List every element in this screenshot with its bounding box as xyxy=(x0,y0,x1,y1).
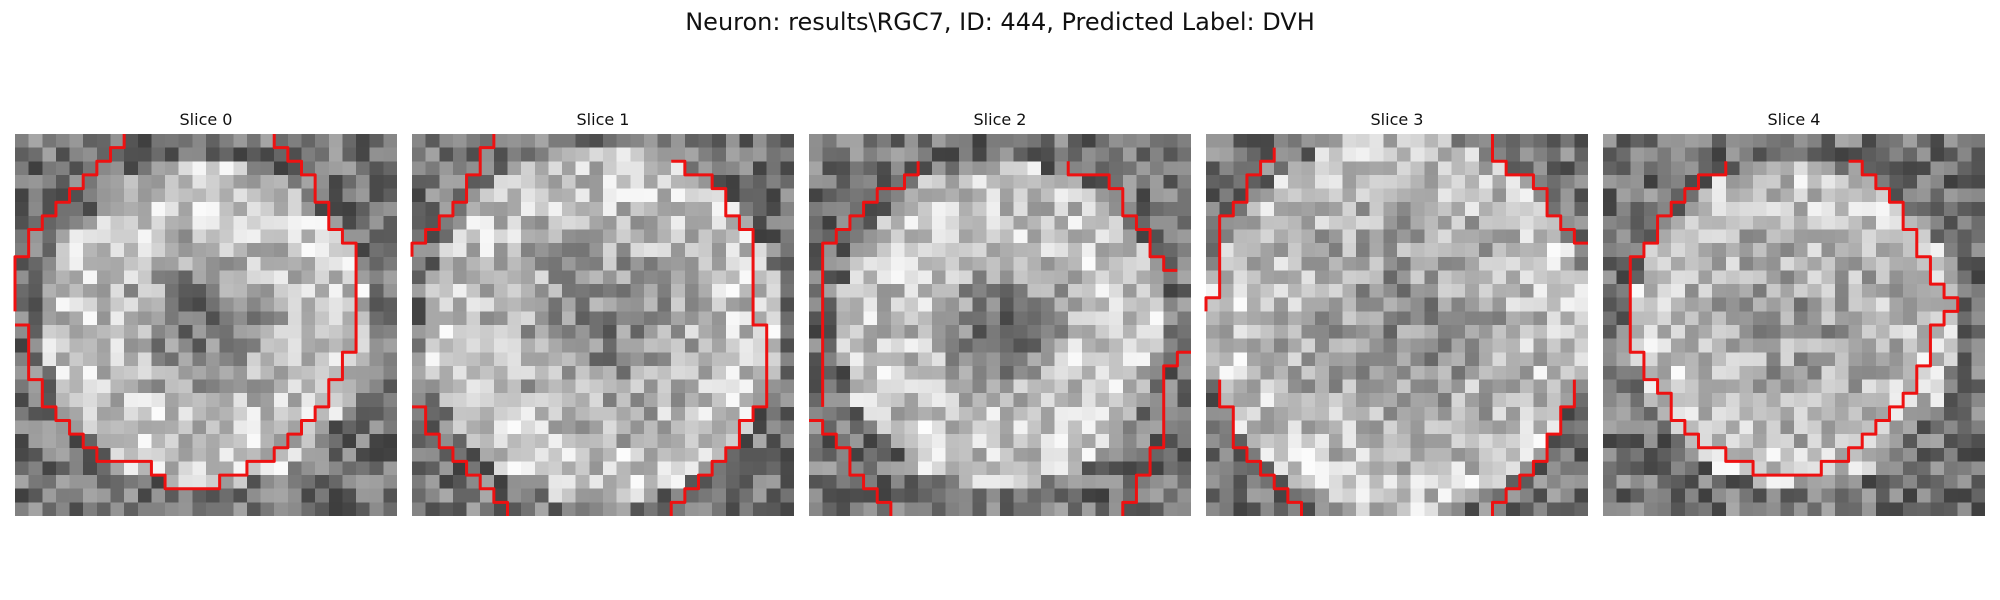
contour-overlay xyxy=(412,134,794,516)
slice-image xyxy=(15,134,397,516)
contour-overlay xyxy=(1603,134,1985,516)
contour-line xyxy=(1630,161,1957,475)
contour-overlay xyxy=(809,134,1191,516)
slice-title: Slice 4 xyxy=(1603,108,1985,132)
slice-title: Slice 0 xyxy=(15,108,397,132)
contour-overlay xyxy=(15,134,397,516)
slice-image xyxy=(1603,134,1985,516)
contour-line xyxy=(15,134,124,311)
contour-overlay xyxy=(1206,134,1588,516)
contour-line xyxy=(1206,148,1274,312)
contour-line xyxy=(1220,380,1302,516)
slice-panel: Slice 2 xyxy=(809,108,1191,516)
contour-line xyxy=(671,161,767,516)
contour-line xyxy=(823,161,919,407)
contour-line xyxy=(1493,134,1589,243)
slice-image xyxy=(1206,134,1588,516)
slice-panel: Slice 4 xyxy=(1603,108,1985,516)
contour-line xyxy=(1123,352,1191,516)
slice-panel: Slice 0 xyxy=(15,108,397,516)
figure-title: Neuron: results\RGC7, ID: 444, Predicted… xyxy=(0,8,2000,36)
slice-image xyxy=(809,134,1191,516)
slice-image xyxy=(412,134,794,516)
contour-line xyxy=(809,421,891,517)
slice-panel: Slice 1 xyxy=(412,108,794,516)
contour-line xyxy=(15,134,356,489)
slice-title: Slice 1 xyxy=(412,108,794,132)
contour-line xyxy=(412,407,508,516)
slice-panel: Slice 3 xyxy=(1206,108,1588,516)
contour-line xyxy=(1068,161,1177,270)
slice-title: Slice 2 xyxy=(809,108,1191,132)
contour-line xyxy=(1493,380,1575,516)
slice-title: Slice 3 xyxy=(1206,108,1588,132)
contour-line xyxy=(412,134,494,257)
